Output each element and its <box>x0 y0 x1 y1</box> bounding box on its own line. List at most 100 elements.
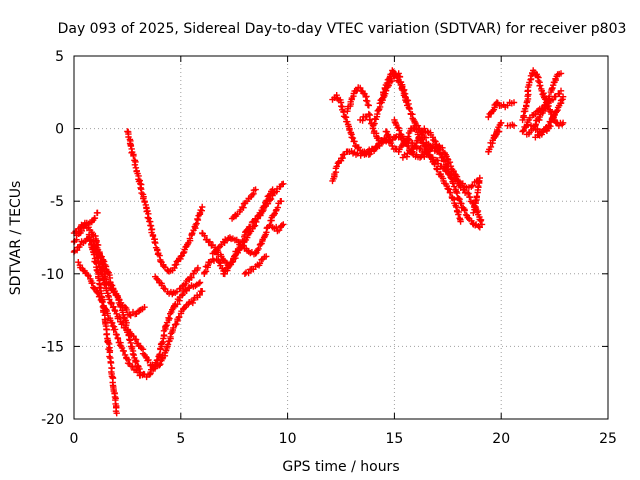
data-point <box>455 177 462 185</box>
data-point <box>195 212 202 219</box>
data-point <box>387 139 395 147</box>
data-point <box>548 115 556 122</box>
data-point <box>182 280 189 287</box>
data-point <box>252 186 259 193</box>
data-point <box>195 280 203 287</box>
data-point <box>433 148 441 155</box>
data-point <box>416 145 423 152</box>
data-point <box>255 245 262 252</box>
data-point <box>245 269 252 277</box>
data-point <box>109 322 116 330</box>
data-point <box>456 196 463 203</box>
x-tick-label: 5 <box>176 431 185 447</box>
data-point <box>448 175 455 182</box>
data-point <box>433 141 440 148</box>
data-point <box>192 221 199 229</box>
data-point <box>534 73 541 80</box>
data-point <box>114 335 122 342</box>
data-point <box>178 292 186 299</box>
data-point <box>473 193 480 200</box>
data-point <box>385 133 392 140</box>
data-point <box>559 119 567 126</box>
y-tick-label: 0 <box>55 122 64 138</box>
data-point <box>94 209 101 216</box>
data-point <box>132 358 139 366</box>
data-point <box>111 326 119 333</box>
data-point <box>144 214 151 221</box>
data-point <box>351 138 358 145</box>
data-point <box>131 161 139 168</box>
data-point <box>446 159 454 166</box>
data-point <box>349 134 357 142</box>
data-point <box>206 238 214 245</box>
data-point <box>248 191 256 199</box>
data-point <box>185 285 192 292</box>
data-point <box>146 371 153 378</box>
data-point <box>399 83 406 90</box>
data-point <box>105 339 112 346</box>
x-tick-label: 10 <box>279 431 297 447</box>
data-point <box>388 77 395 85</box>
chart-title: Day 093 of 2025, Sidereal Day-to-day VTE… <box>58 21 627 37</box>
data-point <box>188 274 195 281</box>
data-point <box>162 322 169 330</box>
data-point <box>145 356 152 364</box>
data-point <box>274 204 281 211</box>
y-tick-label: -10 <box>41 267 64 283</box>
data-point <box>164 341 172 348</box>
data-point <box>259 208 266 215</box>
data-point <box>103 331 110 338</box>
y-axis-label: SDTVAR / TECUs <box>8 181 24 296</box>
data-point <box>201 232 208 239</box>
data-point <box>270 211 277 219</box>
data-point <box>465 190 472 197</box>
x-tick-label: 15 <box>385 431 403 447</box>
data-point <box>189 230 196 237</box>
data-point <box>199 288 206 295</box>
data-point <box>100 308 108 316</box>
data-point <box>180 250 187 257</box>
data-point <box>224 267 231 274</box>
x-tick-label: 0 <box>70 431 79 447</box>
data-point <box>157 258 164 265</box>
data-point <box>519 128 526 135</box>
data-point <box>110 303 117 310</box>
data-point <box>455 195 462 202</box>
data-point <box>366 116 374 124</box>
data-point <box>472 197 479 205</box>
data-point <box>126 311 133 318</box>
data-point <box>535 77 542 85</box>
x-tick-label: 20 <box>492 431 510 447</box>
data-point <box>98 260 106 267</box>
data-point <box>423 151 430 158</box>
data-point <box>194 264 202 272</box>
data-point <box>445 186 453 193</box>
data-point <box>241 270 249 277</box>
data-point <box>450 183 458 190</box>
plot-frame <box>73 55 609 420</box>
data-point <box>510 122 518 129</box>
data-point <box>152 239 159 247</box>
data-point <box>81 221 88 228</box>
data-point <box>153 275 160 282</box>
data-point <box>547 118 555 125</box>
data-point <box>466 194 474 201</box>
y-tick-label: -15 <box>41 339 64 355</box>
data-point <box>374 143 381 150</box>
data-point <box>537 82 544 89</box>
x-axis-label: GPS time / hours <box>282 459 399 475</box>
data-point <box>542 102 550 109</box>
data-point <box>431 161 438 168</box>
data-point <box>111 288 118 295</box>
data-point <box>384 131 391 139</box>
data-point <box>365 110 372 118</box>
data-point <box>201 269 208 276</box>
data-point <box>468 183 475 190</box>
data-point <box>154 356 161 364</box>
data-point <box>108 299 115 307</box>
data-point <box>385 82 392 89</box>
data-point <box>405 133 412 140</box>
axis-ticks <box>73 55 609 420</box>
